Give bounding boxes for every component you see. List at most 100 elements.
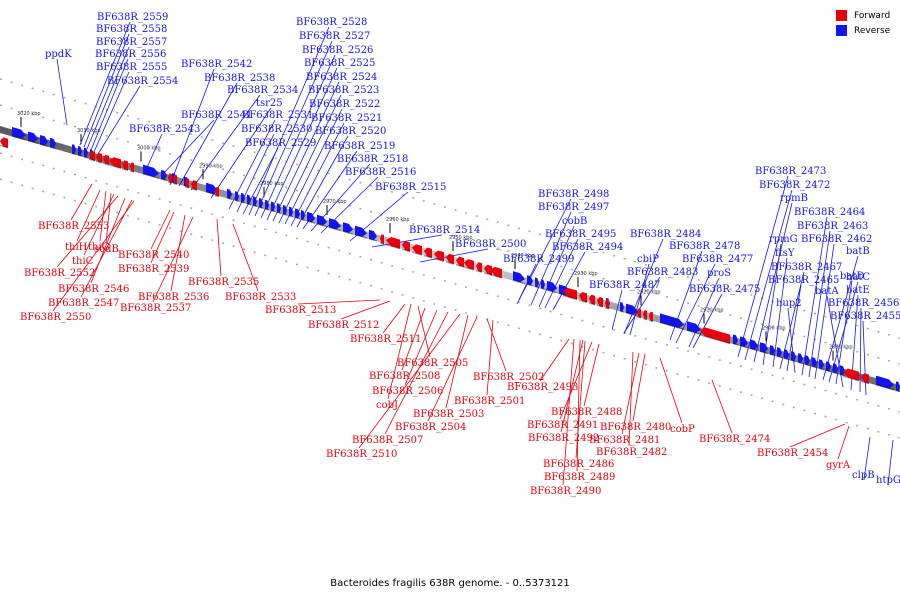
leader-line	[562, 338, 575, 486]
leader-line	[216, 218, 222, 277]
gene-label: BF638R_2493	[507, 382, 578, 393]
gene-label: BF638R_2558	[96, 24, 167, 35]
gene-label: BF638R_2510	[326, 449, 397, 460]
gene-label: BF638R_2513	[265, 305, 336, 316]
leader-line	[628, 351, 634, 447]
gene-label: BF638R_2557	[96, 37, 167, 48]
leader-line	[70, 183, 93, 221]
gene-shadow	[167, 181, 173, 184]
gene-label: BF638R_2503	[413, 409, 484, 420]
gene-arrow	[541, 279, 545, 289]
gene-shadow	[818, 367, 825, 371]
gene-shadow	[842, 375, 860, 382]
gene-shadow	[83, 155, 89, 159]
leader-line	[859, 307, 862, 393]
gene-arrow	[840, 365, 845, 376]
gene-label: BF638R_2543	[129, 124, 200, 135]
gene-label: BF638R_2478	[669, 241, 740, 252]
gene-arrow	[317, 214, 327, 226]
gene-shadow	[811, 365, 818, 369]
gene-arrow	[490, 266, 502, 278]
gene-shadow	[832, 371, 839, 375]
gene-label: batB	[846, 246, 870, 257]
gene-shadow	[699, 334, 731, 345]
gene-label: BF638R_2497	[538, 202, 609, 213]
gene-arrow	[643, 310, 647, 320]
gene-shadow	[562, 294, 578, 301]
gene-label: rpmB	[780, 193, 808, 204]
leader-line	[170, 214, 186, 292]
gene-label: tsr25	[256, 98, 283, 109]
leader-line	[659, 357, 683, 424]
gene-arrow	[247, 194, 251, 205]
gene-arrow	[805, 355, 810, 366]
reverse-labels: ppdKBF638R_2559BF638R_2558BF638R_2557BF6…	[45, 12, 900, 486]
legend-swatch	[836, 10, 847, 21]
gene-shadow	[354, 233, 368, 239]
gene-arrow	[547, 280, 557, 292]
gene-arrow	[301, 210, 305, 220]
legend-swatch	[836, 25, 847, 36]
gene-arrow	[456, 256, 464, 268]
gene-shadow	[0, 144, 9, 149]
gene-label: BF638R_2505	[397, 358, 468, 369]
guide-row	[0, 78, 900, 339]
gene-label: BF638R_2455	[830, 311, 900, 322]
scale-tick-label: 2960 kbp	[386, 217, 410, 223]
gene-arrow	[589, 294, 595, 305]
leader-line	[97, 85, 141, 155]
gene-label: BF638R_2507	[352, 435, 423, 446]
gene-arrow	[343, 222, 353, 233]
gene-label: BF638R_2506	[372, 386, 443, 397]
gene-arrow	[84, 147, 88, 158]
gene-label: BF638R_2480	[600, 422, 671, 433]
gene-label: cobP	[670, 424, 695, 435]
gene-shadow	[234, 199, 240, 202]
gene-arrow	[161, 169, 167, 180]
gene-arrow	[770, 345, 775, 355]
gene-label: BF638R_2490	[530, 486, 601, 497]
gene-arrow	[660, 313, 684, 328]
leader-line	[445, 314, 469, 409]
gene-arrow	[103, 154, 109, 165]
gene-label: BF638R_2518	[337, 154, 408, 165]
gene-label: BF638R_2486	[543, 459, 614, 470]
gene-arrow	[289, 206, 293, 217]
gene-label: BF638R_2515	[375, 182, 446, 193]
leader-line	[711, 379, 733, 434]
gene-shadow	[270, 209, 276, 213]
gene-shadow	[489, 273, 503, 279]
leader-line	[552, 251, 586, 311]
leader-line	[248, 26, 330, 216]
gene-label: BF638R_2504	[395, 422, 466, 433]
gene-arrow	[241, 192, 245, 203]
leader-line	[629, 263, 650, 336]
gene-shadow	[625, 311, 639, 317]
gene-shadow	[184, 186, 190, 189]
gene-label: BF638R_2524	[306, 72, 377, 83]
legend: Forward Reverse	[836, 8, 890, 38]
leader-line	[296, 135, 349, 228]
gene-shadow	[483, 272, 493, 276]
leader-line	[808, 230, 831, 378]
gene-shadow	[95, 160, 103, 164]
gene-shadow	[121, 167, 129, 172]
leader-line	[863, 436, 871, 481]
scale-tick-label: 2930 kbp	[574, 271, 598, 277]
gene-arrow	[265, 199, 269, 210]
leader-line	[822, 255, 859, 381]
leader-line	[814, 243, 835, 380]
gene-shadow	[368, 237, 378, 242]
gene-shadow	[258, 206, 264, 209]
gene-shadow	[102, 162, 110, 166]
gene-arrow	[277, 203, 281, 213]
gene-arrow	[833, 363, 838, 374]
gene-label: BF638R_2536	[138, 292, 209, 303]
leader-line	[297, 299, 381, 305]
leader-line	[278, 94, 342, 224]
gene-arrow	[464, 259, 474, 270]
leader-line	[90, 197, 126, 284]
leader-line	[232, 223, 259, 292]
gene-label: BF638R_2462	[801, 234, 872, 245]
gene-label: BF638R_2501	[454, 396, 525, 407]
